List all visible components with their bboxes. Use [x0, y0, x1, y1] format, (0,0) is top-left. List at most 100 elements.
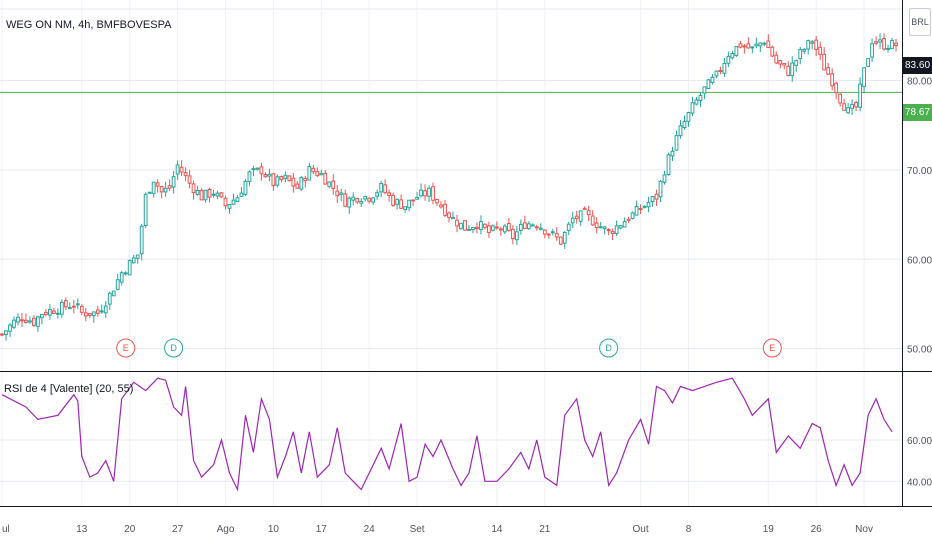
candle-body — [28, 320, 32, 323]
candle-body — [351, 196, 356, 201]
candle-body — [838, 93, 843, 104]
candle-body — [606, 229, 611, 232]
candle-body — [71, 305, 76, 308]
candle-body — [706, 79, 711, 90]
time-tick-label: 20 — [124, 524, 136, 535]
candle-body — [287, 175, 292, 182]
time-tick-label: 24 — [364, 524, 376, 535]
candle-body — [642, 205, 647, 208]
candle-body — [391, 194, 396, 206]
candle-body — [75, 303, 80, 306]
candle-body — [782, 62, 787, 66]
candle-body — [546, 233, 551, 236]
candle-body — [315, 171, 320, 177]
candle-body — [195, 190, 200, 195]
candle-body — [259, 166, 264, 175]
time-tick-label: 19 — [763, 524, 775, 535]
candle-body — [187, 175, 192, 184]
event-label: D — [170, 343, 177, 353]
candle-body — [151, 181, 156, 194]
candle-body — [115, 279, 120, 290]
candle-body — [20, 319, 24, 322]
candle-body — [690, 102, 695, 114]
candle-body — [650, 195, 655, 202]
candle-body — [83, 312, 88, 317]
candle-body — [411, 199, 415, 202]
candle-body — [562, 231, 567, 244]
candle-body — [8, 324, 12, 332]
candle-body — [582, 207, 587, 210]
candle-body — [530, 224, 535, 227]
candle-body — [886, 47, 890, 50]
candle-body — [654, 193, 659, 200]
time-tick-label: 8 — [686, 524, 692, 535]
time-tick-label: 26 — [811, 524, 823, 535]
candle-body — [16, 316, 20, 323]
candle-body — [814, 39, 819, 50]
candle-body — [63, 300, 68, 308]
candle-body — [223, 197, 228, 207]
candle-body — [399, 199, 404, 209]
rsi-tick-label: 60.00 — [907, 436, 932, 447]
candle-body — [131, 257, 136, 264]
currency-button[interactable]: BRL — [909, 8, 931, 36]
candle-body — [327, 181, 332, 187]
event-marker: D — [599, 338, 619, 358]
candle-body — [147, 191, 152, 194]
candle-body — [167, 185, 172, 189]
candle-body — [894, 42, 898, 47]
candle-body — [263, 174, 268, 178]
candle-body — [770, 46, 775, 57]
candle-body — [518, 223, 523, 231]
candle-body — [375, 192, 380, 197]
candle-body — [139, 225, 144, 255]
candle-body — [307, 165, 312, 181]
candle-body — [67, 307, 72, 310]
time-tick-label: 17 — [316, 524, 328, 535]
candle-body — [566, 223, 571, 231]
candle-body — [95, 309, 100, 314]
candle-body — [622, 221, 627, 228]
candle-body — [491, 225, 495, 231]
candle-body — [694, 99, 699, 105]
candle-body — [854, 102, 858, 108]
grid — [0, 0, 902, 506]
candle-body — [55, 312, 60, 315]
candle-body — [179, 166, 184, 173]
candle-body — [746, 43, 751, 49]
candle-body — [858, 83, 862, 108]
price-tick-label: 60.00 — [907, 255, 932, 266]
candle-body — [714, 70, 719, 77]
candle-body — [722, 62, 727, 74]
candle-body — [594, 222, 599, 229]
candle-body — [127, 260, 132, 276]
candle-body — [40, 313, 44, 319]
candle-body — [403, 206, 407, 211]
candle-body — [175, 164, 180, 175]
candle-body — [371, 197, 376, 203]
candle-body — [586, 210, 591, 215]
time-tick-label: 14 — [491, 524, 503, 535]
candle-body — [251, 168, 256, 171]
candle-body — [215, 192, 220, 197]
candle-body — [790, 62, 795, 76]
candle-body — [459, 222, 463, 230]
candle-body — [283, 174, 288, 179]
candle-body — [36, 316, 40, 327]
event-marker: D — [164, 338, 184, 358]
candle-body — [738, 43, 743, 48]
candle-body — [323, 172, 328, 185]
candle-body — [662, 174, 667, 183]
candle-body — [463, 220, 467, 231]
candle-body — [550, 231, 555, 234]
candle-body — [674, 135, 679, 151]
price-tick-label: 50.00 — [907, 345, 932, 356]
candle-body — [754, 43, 759, 47]
candle-body — [822, 53, 827, 71]
candle-body — [574, 215, 579, 220]
candle-body — [4, 330, 8, 335]
candle-body — [79, 305, 84, 313]
time-tick-label: Nov — [855, 524, 873, 535]
candle-body — [24, 319, 28, 323]
